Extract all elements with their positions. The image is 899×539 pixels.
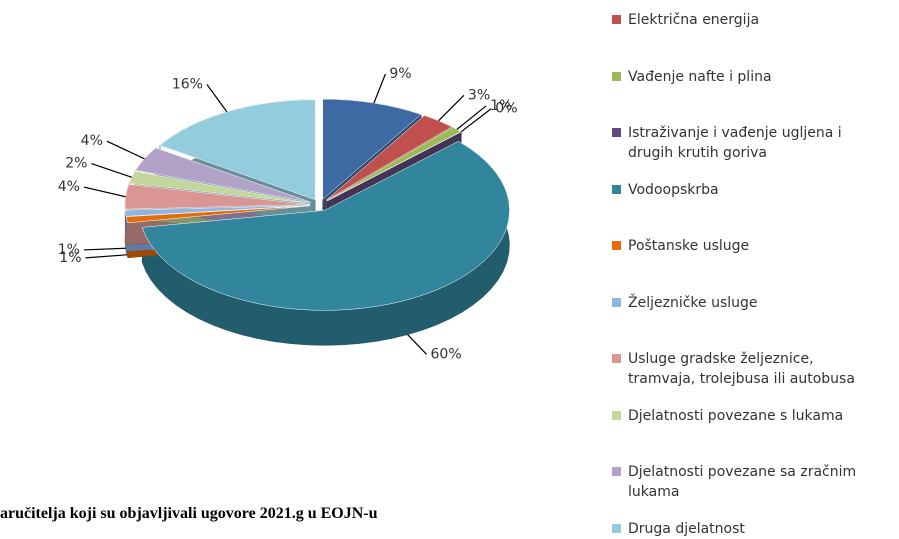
leader-line [83,186,126,198]
legend-item: Istraživanje i vađenje ugljena i drugih … [612,123,899,163]
legend-label: Vodoopskrba [628,181,719,198]
legend-swatch [612,410,621,420]
tops [124,98,510,311]
slice [325,115,453,201]
leader-line [85,254,127,259]
data-label: 4% [58,179,80,195]
legend-swatch [612,128,621,137]
slice [159,99,316,201]
data-label: 3% [468,87,490,103]
legend-item: Usluge gradske željeznice, tramvaja, tro… [612,349,899,389]
data-label: 2% [65,156,87,172]
leader-line [456,105,487,130]
slice [124,184,311,210]
legend-swatch [612,71,621,81]
legend-swatch [612,15,621,24]
legend-item: Električna energija [612,10,899,30]
leader-line [106,140,145,160]
data-label: 1% [490,98,512,114]
legend-label: Druga djelatnost [628,520,745,537]
legend-item: Željezničke usluge [612,293,899,313]
legend-label: Vađenje nafte i plina [628,68,772,85]
legend-item: Vodoopskrba [612,180,899,200]
leader-line [373,73,386,104]
legend-swatch [612,241,621,250]
data-label: 1% [59,250,81,266]
leader-line [407,334,427,355]
data-label: 16% [172,77,203,93]
legend-label: Istraživanje i vađenje ugljena i drugih … [628,125,842,161]
legend-label: Usluge gradske željeznice, tramvaja, tro… [628,351,855,387]
data-label: 60% [431,346,462,362]
data-label: 9% [389,66,411,82]
legend-swatch [612,467,621,476]
leader-line [206,84,228,113]
legend-item: Druga djelatnost [612,519,899,539]
legend-label: Djelatnosti povezane sa zračnim lukama [628,464,857,500]
slice [141,141,510,311]
legend-item: Djelatnosti povezane s lukama [612,406,899,426]
slice [125,205,311,224]
data-label: 0% [495,101,517,117]
legend-swatch [612,523,621,533]
slice [124,205,311,217]
legend-swatch [612,184,621,194]
slice [135,147,312,203]
legend-item: Poštanske usluge [612,236,899,256]
pie-chart: 9%3%1%0%60%1%1%4%2%4%16% [58,66,518,362]
legend-swatch [612,297,621,307]
caption: aručitelja koji su objavljivali ugovore … [0,505,378,522]
data-label: 4% [81,133,103,149]
legend-item: Djelatnosti povezane sa zračnim lukama [612,462,899,502]
legend-label: Električna energija [628,12,760,28]
data-label: 1% [58,242,80,258]
legend-label: Djelatnosti povezane s lukama [628,407,844,424]
legend-item: Vađenje nafte i plina [612,67,899,87]
legend-label: Željezničke usluge [628,294,758,311]
leader-line [91,162,132,178]
leader-line [83,247,126,251]
labels: 9%3%1%0%60%1%1%4%2%4%16% [58,66,518,362]
leader-line [438,94,465,122]
legend-label: Poštanske usluge [628,238,750,254]
leader-line [460,108,492,133]
legend-swatch [612,354,621,363]
